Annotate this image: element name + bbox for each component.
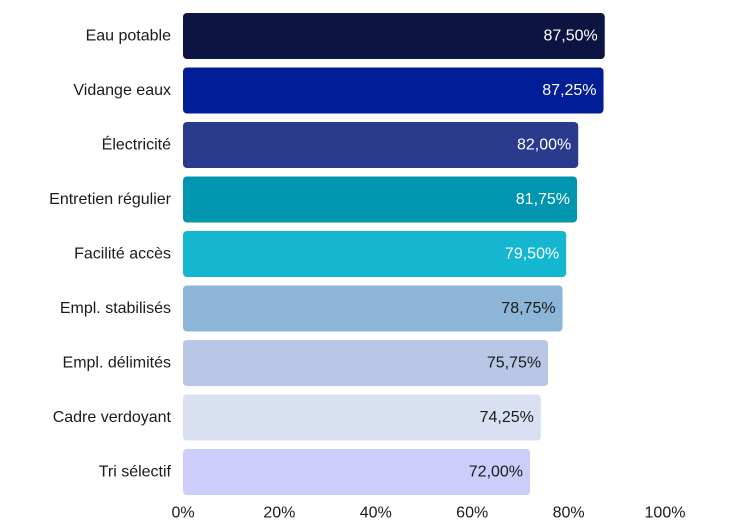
- x-tick-label: 60%: [456, 505, 488, 522]
- value-label: 79,50%: [505, 246, 559, 263]
- category-labels: Eau potable Vidange eaux Électricité Entret…: [49, 28, 172, 481]
- value-label: 87,50%: [543, 28, 597, 45]
- category-label: Vidange eaux: [73, 82, 171, 99]
- x-axis: 0% 20% 40% 60% 80% 100%: [171, 505, 685, 522]
- category-label: Facilité accès: [74, 246, 171, 263]
- bar: [183, 285, 563, 332]
- bar: [183, 176, 578, 223]
- value-label: 81,75%: [516, 191, 570, 208]
- bars: [183, 13, 605, 495]
- category-label: Eau potable: [86, 28, 172, 45]
- bar: [183, 449, 531, 495]
- bar: [183, 231, 567, 277]
- value-label: 75,75%: [487, 355, 541, 372]
- value-label: 87,25%: [542, 82, 596, 99]
- bar: [183, 13, 605, 59]
- category-label: Empl. délimités: [63, 355, 171, 372]
- x-tick-label: 80%: [553, 505, 585, 522]
- category-label: Empl. stabilisés: [60, 300, 171, 317]
- x-tick-label: 40%: [360, 505, 392, 522]
- category-label: Entretien régulier: [49, 191, 172, 208]
- bar: [183, 394, 541, 441]
- x-tick-label: 0%: [171, 505, 194, 522]
- value-label: 78,75%: [501, 300, 555, 317]
- bar: [183, 67, 604, 114]
- category-label: Tri sélectif: [99, 464, 172, 481]
- bar: [183, 122, 579, 168]
- category-label: Électricité: [102, 135, 171, 154]
- bar: [183, 340, 549, 386]
- value-label: 72,00%: [469, 464, 523, 481]
- x-tick-label: 100%: [645, 505, 686, 522]
- value-labels: 87,50% 87,25% 82,00% 81,75% 79,50% 78,75% 75,7…: [469, 28, 598, 481]
- x-tick-label: 20%: [263, 505, 295, 522]
- category-label: Cadre verdoyant: [53, 409, 172, 426]
- value-label: 82,00%: [517, 137, 571, 154]
- value-label: 74,25%: [480, 409, 534, 426]
